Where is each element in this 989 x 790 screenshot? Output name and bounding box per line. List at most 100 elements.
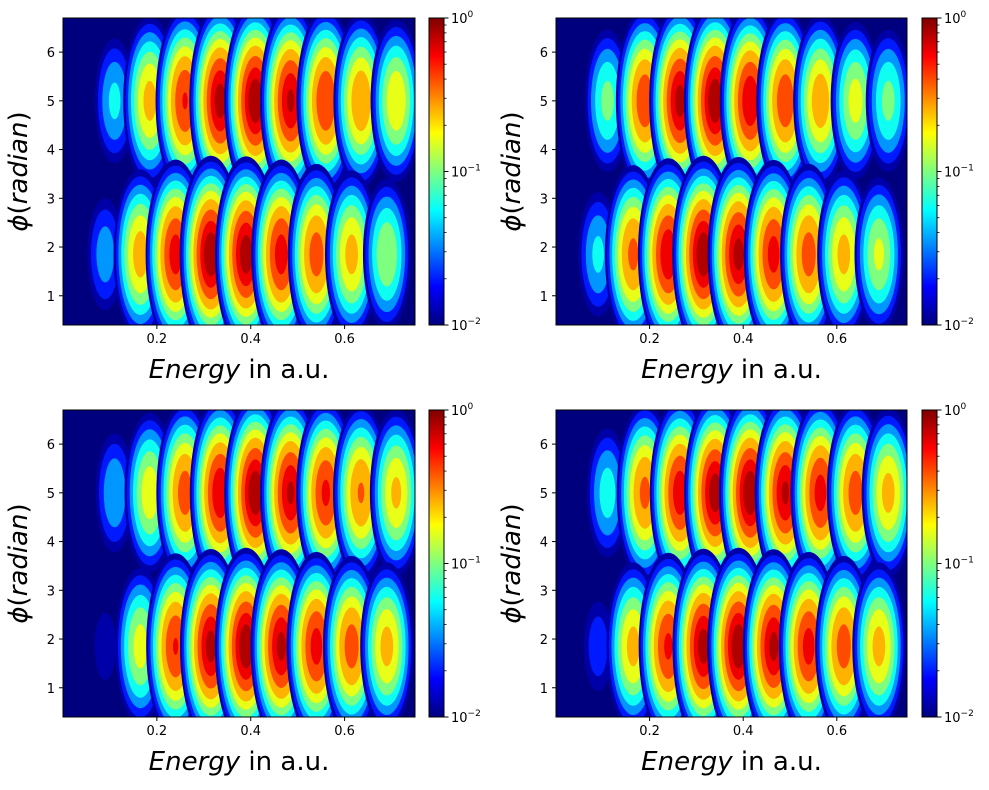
peak-lower-1	[583, 601, 613, 692]
x-axis-label-italic: Energy	[641, 747, 733, 777]
contour-level	[811, 73, 830, 129]
y-tick-label: 1	[540, 682, 548, 697]
contour-level	[872, 626, 886, 667]
colorbar-tick-label: 10−2	[451, 709, 481, 726]
contour-level	[143, 80, 157, 121]
colorbar-tick-base: 10	[944, 166, 961, 181]
colorbar-tick-label: 10−1	[944, 556, 974, 573]
axes-frame	[555, 17, 908, 326]
contour-level	[881, 80, 895, 121]
peak-lower-1	[87, 198, 123, 311]
y-axis-label: ϕ(radian)	[497, 111, 527, 231]
colorbar-tick-exponent: 0	[468, 10, 474, 20]
peak-upper-9	[861, 410, 907, 577]
y-tick-label: 2	[540, 633, 548, 648]
peak-lower-8	[325, 170, 379, 325]
colorbar-tick-exponent: 0	[468, 402, 474, 412]
peak-lower-9	[854, 177, 904, 325]
y-axis-label-paren-open: (	[497, 204, 527, 214]
contour-level	[776, 74, 794, 128]
contour-level	[286, 89, 295, 113]
colorbar-tick-label: 10−2	[944, 317, 974, 334]
panel-top-right: 0.2 0.4 0.6 1 2 3 4 5 6 Energy in a.u. ϕ(radian) 10…	[497, 10, 974, 385]
contour-level	[742, 75, 759, 126]
y-axis-label-paren-close: )	[497, 503, 527, 513]
peak-upper-9	[369, 410, 415, 576]
contour-level	[848, 470, 863, 515]
x-tick-label: 0.6	[826, 724, 847, 739]
x-tick-label: 0.6	[334, 332, 355, 347]
x-tick-label: 0.4	[240, 724, 261, 739]
axes-frame	[62, 409, 416, 718]
colorbar-tick-label: 10−1	[451, 164, 481, 181]
colorbar-tick-base: 10	[451, 166, 468, 181]
contour-level	[814, 474, 827, 512]
y-tick-label: 2	[47, 633, 55, 648]
colorbar-tick-base: 10	[944, 404, 961, 419]
x-tick-label: 0.2	[147, 332, 168, 347]
axes-frame	[62, 17, 416, 326]
panel-bottom-right: 0.2 0.4 0.6 1 2 3 4 5 6 Energy in a.u. ϕ(radian) 10…	[497, 402, 974, 777]
contour-level	[639, 476, 651, 509]
contour-level	[205, 630, 216, 663]
contour-level	[674, 84, 686, 117]
x-axis-label: Energy in a.u.	[149, 355, 330, 385]
y-tick-label: 6	[540, 46, 548, 61]
colorbar-tick-label: 100	[944, 10, 967, 27]
x-axis-label: Energy in a.u.	[641, 355, 822, 385]
y-axis-label-symbol: ϕ	[4, 606, 34, 623]
y-axis-label-paren-open: (	[4, 204, 34, 214]
contour-level	[214, 83, 226, 119]
peak-lower-9	[852, 562, 906, 717]
colorbar-tick-base: 10	[944, 12, 961, 27]
contour-level	[172, 637, 179, 655]
y-axis-label: ϕ(radian)	[4, 111, 34, 231]
colorbar-gradient	[921, 409, 938, 718]
peak-lower-9	[360, 562, 414, 717]
contour-level	[276, 631, 286, 661]
contour-level	[781, 481, 789, 505]
contour-level	[169, 234, 182, 275]
colorbar-gradient	[428, 17, 445, 326]
contour-level	[345, 234, 358, 275]
contour-level	[837, 234, 851, 275]
contour-level	[376, 222, 398, 287]
colorbar-tick-base: 10	[451, 711, 468, 726]
contour-level	[310, 627, 323, 665]
y-tick-label: 5	[47, 487, 55, 502]
y-axis-label-paren-close: )	[497, 111, 527, 121]
contour-level	[660, 229, 677, 280]
colorbar-tick-exponent: −1	[961, 164, 974, 174]
x-tick-label: 0.4	[240, 332, 261, 347]
contour-level	[743, 470, 758, 515]
y-axis-label-paren-open: (	[4, 596, 34, 606]
contour-level	[141, 466, 159, 520]
x-axis-label-rest: in a.u.	[733, 747, 822, 777]
panel-bottom-left: 0.2 0.4 0.6 1 2 3 4 5 6 Energy in a.u. ϕ(radian) 10…	[4, 402, 481, 777]
peak-upper-1	[94, 38, 135, 164]
contour-level	[94, 612, 116, 680]
x-tick-label: 0.4	[733, 724, 754, 739]
y-axis-label-symbol: ϕ	[497, 214, 527, 231]
y-axis-label: ϕ(radian)	[497, 503, 527, 623]
x-axis-label-italic: Energy	[149, 355, 241, 385]
contour-level	[836, 624, 851, 669]
colorbar-tick-label: 10−1	[451, 556, 481, 573]
y-tick-label: 1	[47, 682, 55, 697]
contour-level	[708, 78, 723, 123]
contour-level	[133, 231, 148, 278]
x-axis-label-rest: in a.u.	[240, 747, 329, 777]
colorbar-tick-base: 10	[944, 319, 961, 334]
contour-level	[767, 235, 780, 273]
colorbar-tick-exponent: −1	[468, 556, 481, 566]
colorbar-tick-exponent: −2	[961, 709, 974, 719]
contour-level	[357, 482, 365, 504]
x-axis-label-rest: in a.u.	[733, 355, 822, 385]
contour-level	[351, 70, 371, 132]
colorbar-tick-exponent: −2	[468, 709, 481, 719]
x-tick-label: 0.6	[334, 724, 355, 739]
